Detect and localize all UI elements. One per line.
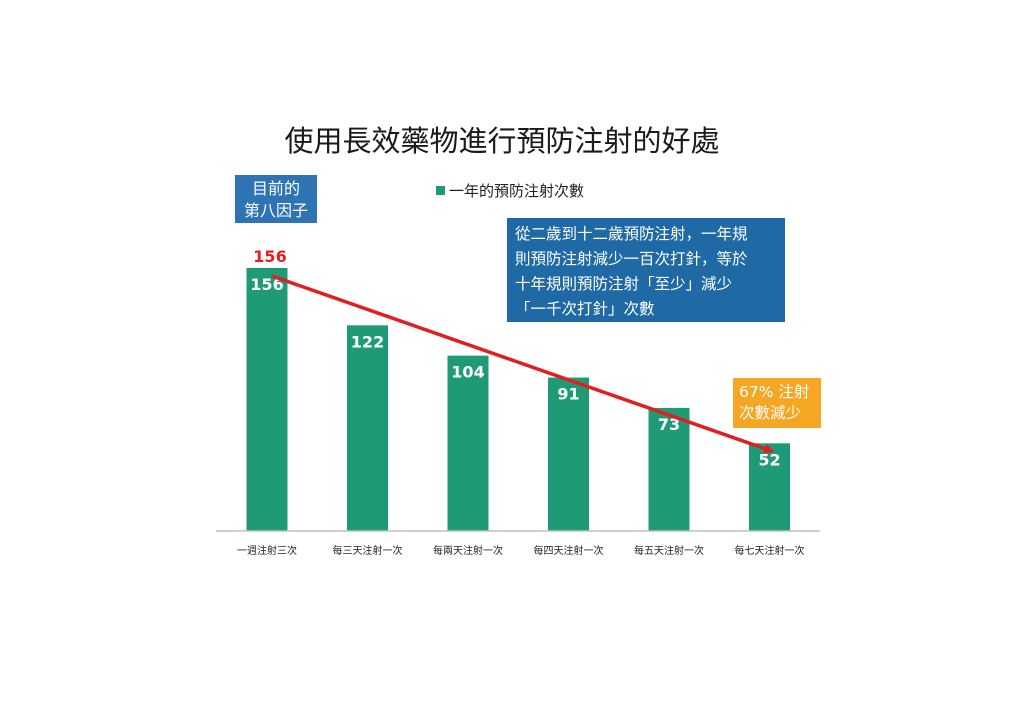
bars-group: 156 122 104 91 73 52	[246, 267, 790, 531]
bar-5	[648, 407, 690, 531]
factor-callout-line2: 第八因子	[243, 201, 308, 220]
factor-callout: 目前的 第八因子	[235, 175, 317, 223]
info-callout-line4: 「一千次打針」次數	[515, 300, 655, 318]
bar-value-label: 156	[250, 275, 283, 294]
reduction-callout-line1: 67% 注射	[739, 383, 810, 401]
info-callout-line1: 從二歲到十二歲預防注射，一年規	[515, 225, 748, 243]
x-tick-label: 每五天注射一次	[634, 544, 704, 557]
reduction-callout: 67% 注射 次數減少	[733, 378, 821, 428]
bar-value-label: 91	[557, 385, 579, 404]
info-callout-line3: 十年規則預防注射「至少」減少	[515, 275, 733, 293]
factor-callout-line1: 目前的	[251, 179, 300, 198]
bar-value-label: 122	[351, 332, 384, 351]
x-tick-labels: 一週注射三次 每三天注射一次 每兩天注射一次 每四天注射一次 每五天注射一次 每七天注射一…	[237, 544, 805, 557]
top-annotation-label: 156	[253, 247, 286, 266]
bar-1	[246, 267, 288, 531]
bar-6	[749, 443, 790, 531]
bar-value-label: 52	[758, 450, 780, 469]
bar-value-label: 104	[451, 363, 484, 382]
legend-label: 一年的預防注射次數	[449, 182, 585, 200]
x-tick-label: 每七天注射一次	[735, 544, 805, 557]
info-callout-line2: 則預防注射減少一百次打針，等於	[515, 250, 748, 268]
legend: 一年的預防注射次數	[436, 180, 584, 201]
reduction-callout-line2: 次數減少	[739, 404, 802, 422]
bar-2	[347, 325, 388, 531]
x-tick-label: 一週注射三次	[237, 544, 297, 557]
legend-swatch	[436, 186, 445, 195]
x-tick-label: 每四天注射一次	[534, 544, 604, 557]
info-callout: 從二歲到十二歲預防注射，一年規 則預防注射減少一百次打針，等於 十年規則預防注射…	[507, 218, 785, 322]
x-tick-label: 每兩天注射一次	[433, 544, 503, 557]
bar-4	[548, 377, 589, 531]
bar-3	[447, 355, 489, 531]
bar-value-label: 73	[658, 415, 680, 434]
chart-title: 使用長效藥物進行預防注射的好處	[284, 124, 720, 158]
x-tick-label: 每三天注射一次	[333, 544, 403, 557]
trend-arrow	[271, 274, 775, 454]
